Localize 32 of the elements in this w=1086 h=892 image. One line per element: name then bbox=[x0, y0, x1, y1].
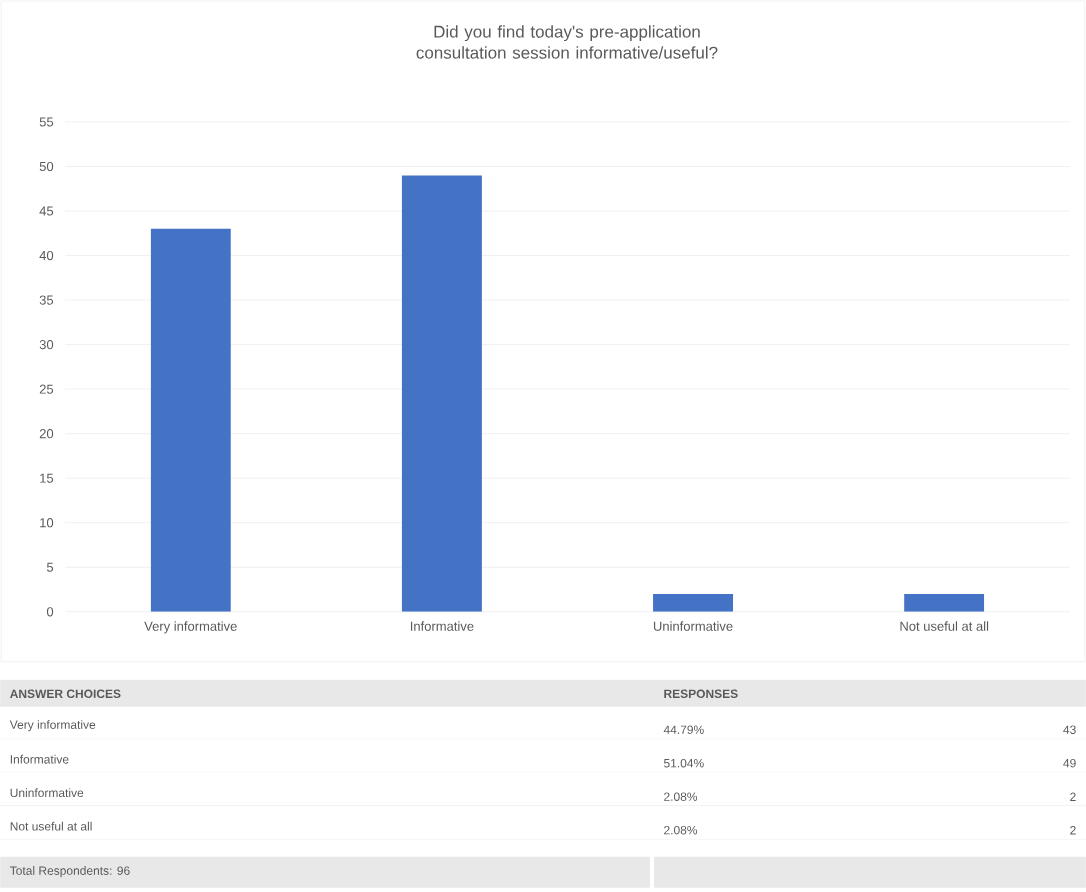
text: 2.08% bbox=[664, 792, 698, 802]
x-tick-label: Informative bbox=[410, 621, 474, 632]
y-tick-label: 50 bbox=[39, 162, 54, 172]
x-tick-label: Very informative bbox=[144, 621, 237, 634]
category-label: Uninformative bbox=[10, 788, 84, 798]
text: 2 bbox=[1070, 792, 1076, 802]
y-tick-label: 35 bbox=[39, 295, 54, 305]
category-label: Not useful at all bbox=[10, 821, 92, 831]
y-tick-label: 30 bbox=[39, 340, 54, 350]
y-tick-label: 20 bbox=[39, 429, 54, 439]
text: 51.04% bbox=[663, 759, 704, 768]
y-tick-label: 10 bbox=[40, 518, 54, 528]
chart-title: Did you find today's pre-application consultation session informative/useful? bbox=[416, 25, 718, 59]
text: 44.79% bbox=[663, 725, 704, 735]
y-tick-label: 0 bbox=[46, 607, 54, 617]
category-label: Very informative bbox=[9, 720, 96, 732]
text: RESPONSES bbox=[664, 689, 738, 699]
text: ANSWER CHOICES bbox=[10, 689, 121, 699]
text: 43 bbox=[1063, 725, 1076, 735]
text: Total Respondents: 96 bbox=[10, 866, 130, 878]
y-tick-label: 40 bbox=[39, 251, 54, 261]
y-tick-label: 5 bbox=[46, 562, 54, 572]
y-tick-label: 15 bbox=[40, 473, 54, 483]
x-tick-label: Not useful at all bbox=[900, 621, 989, 632]
category-label: Informative bbox=[10, 754, 69, 764]
text: 49 bbox=[1063, 759, 1076, 768]
y-tick-label: 45 bbox=[39, 206, 54, 216]
x-tick-label: Uninformative bbox=[653, 621, 733, 632]
y-tick-label: 25 bbox=[39, 384, 54, 394]
y-tick-label: 55 bbox=[39, 117, 54, 127]
text: 2.08% bbox=[664, 826, 698, 835]
text: 2 bbox=[1070, 826, 1076, 835]
